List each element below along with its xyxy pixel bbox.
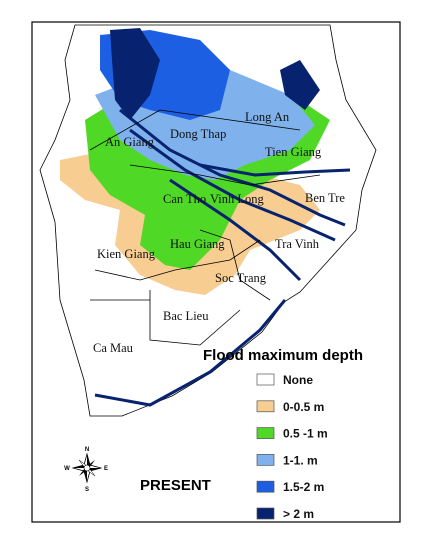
compass-south: S [85,487,89,493]
province-label: Ben Tre [305,191,345,205]
map-area [39,24,377,417]
province-label: Long An [245,110,290,124]
province-label: Kien Giang [97,247,156,261]
province-label: Vinh Long [210,192,265,206]
compass-east: E [104,466,108,472]
province-label: Ca Mau [93,341,134,355]
province-label: Dong Thap [170,127,226,141]
legend-swatch [256,400,275,413]
legend-label: 0.5 -1 m [283,427,328,441]
compass-north: N [85,447,89,453]
compass: N S E W [64,447,108,493]
province-label: Tra Vinh [275,237,320,251]
province-label: An Giang [105,135,155,149]
legend-label: 1-1. m [283,453,318,467]
scenario-label: PRESENT [140,477,211,494]
legend-swatch [256,507,275,520]
legend-swatch [256,373,275,386]
legend: None 0-0.5 m 0.5 -1 m 1-1. m 1.5-2 m > 2 m [256,373,328,521]
province-label: Can Tho [163,192,206,206]
legend-label: 0-0.5 m [283,400,324,414]
compass-west: W [64,466,70,472]
province-label: Bac Lieu [163,309,209,323]
province-borders [89,109,321,346]
legend-swatch [256,427,275,439]
legend-label: None [283,373,313,387]
legend-swatch [256,454,275,466]
legend-label: 1.5-2 m [283,480,324,494]
province-label: Tien Giang [265,145,322,159]
legend-label: > 2 m [283,507,314,521]
legend-swatch [256,480,275,493]
province-labels: An Giang Dong Thap Long An Tien Giang Be… [93,110,345,355]
province-label: Hau Giang [170,237,225,251]
legend-title: Flood maximum depth [203,347,363,364]
rivers [94,108,351,407]
province-label: Soc Trang [215,271,267,285]
flood-zone-extreme [110,28,320,120]
